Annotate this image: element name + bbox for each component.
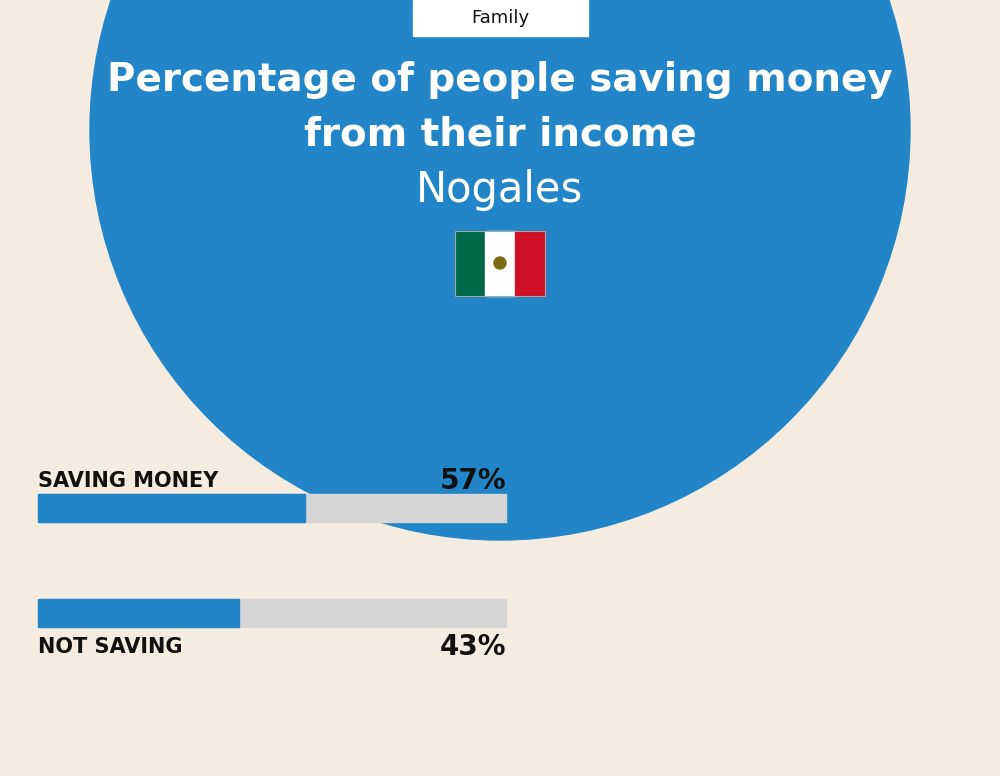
Bar: [485, 230, 515, 296]
Bar: [38, 599, 239, 627]
Bar: [38, 494, 506, 522]
Bar: [455, 230, 545, 296]
Text: from their income: from their income: [304, 116, 696, 154]
Circle shape: [494, 257, 506, 269]
Text: NOT SAVING: NOT SAVING: [38, 637, 182, 657]
Text: Nogales: Nogales: [416, 169, 584, 211]
Bar: [515, 230, 545, 296]
Bar: [38, 599, 506, 627]
Text: 43%: 43%: [440, 633, 506, 661]
Text: SAVING MONEY: SAVING MONEY: [38, 471, 218, 491]
Circle shape: [90, 0, 910, 540]
Text: 57%: 57%: [439, 467, 506, 495]
Bar: [38, 494, 305, 522]
Text: Family: Family: [471, 9, 529, 27]
Text: Percentage of people saving money: Percentage of people saving money: [107, 61, 893, 99]
FancyBboxPatch shape: [413, 0, 588, 36]
Bar: [455, 230, 485, 296]
